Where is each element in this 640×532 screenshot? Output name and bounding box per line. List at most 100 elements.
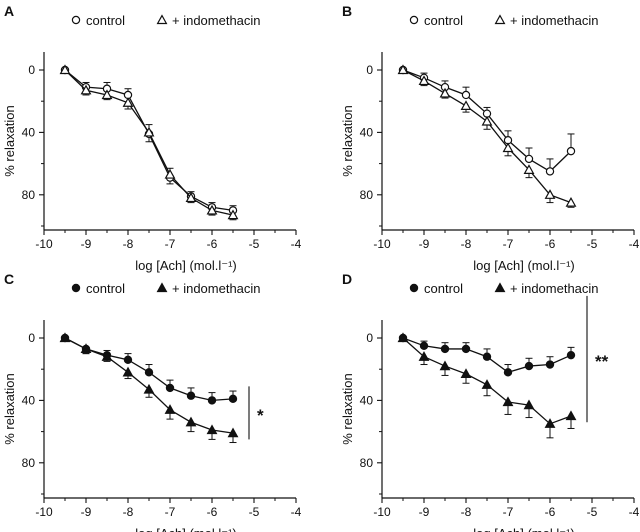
data-point xyxy=(544,189,556,199)
legend-marker xyxy=(409,15,419,25)
panel-label: D xyxy=(342,271,352,287)
y-axis-title: % relaxation xyxy=(340,373,355,445)
data-point xyxy=(164,168,176,179)
legend-marker xyxy=(71,15,81,25)
data-point xyxy=(59,64,71,75)
x-tick-label: -7 xyxy=(503,237,514,251)
x-tick-label: -6 xyxy=(207,237,218,251)
y-tick-label: 40 xyxy=(360,393,374,407)
x-tick-label: -10 xyxy=(373,505,391,519)
data-point xyxy=(502,142,514,153)
data-point xyxy=(566,350,576,360)
data-point xyxy=(101,89,113,100)
data-point xyxy=(164,404,176,414)
data-point xyxy=(59,332,71,343)
y-tick-label: 0 xyxy=(28,331,35,345)
x-axis-title: log [Ach] (mol.l⁻¹) xyxy=(135,258,237,273)
y-tick-label: 40 xyxy=(360,125,374,139)
data-point xyxy=(122,366,134,377)
x-tick-label: -4 xyxy=(629,505,640,519)
series-indomethacin xyxy=(397,64,577,208)
x-axis-title: log [Ach] (mol.l⁻¹) xyxy=(473,526,575,532)
series-indomethacin xyxy=(59,64,239,221)
data-point xyxy=(524,361,534,371)
y-tick-label: 0 xyxy=(366,63,373,77)
x-axis-title: log [Ach] (mol.l⁻¹) xyxy=(135,526,237,532)
x-tick-label: -10 xyxy=(373,237,391,251)
x-tick-label: -4 xyxy=(629,237,640,251)
series-indomethacin xyxy=(59,332,239,444)
x-tick-label: -8 xyxy=(123,237,134,251)
x-tick-label: -4 xyxy=(291,505,302,519)
data-point xyxy=(545,167,555,176)
x-tick-label: -9 xyxy=(81,237,92,251)
x-tick-label: -5 xyxy=(587,505,598,519)
legend-label: control xyxy=(86,281,125,296)
series-control xyxy=(398,333,576,377)
data-point xyxy=(206,424,218,435)
panel-label: B xyxy=(342,3,352,19)
x-tick-label: -4 xyxy=(291,237,302,251)
x-tick-label: -9 xyxy=(419,237,430,251)
x-tick-label: -7 xyxy=(503,505,514,519)
legend: control + indomethacin xyxy=(71,13,261,28)
data-point xyxy=(565,410,577,421)
legend-marker xyxy=(494,282,506,293)
data-point xyxy=(397,64,409,75)
y-tick-label: 0 xyxy=(366,331,373,345)
data-point xyxy=(418,75,430,86)
data-point xyxy=(502,396,514,407)
series-line xyxy=(402,69,572,204)
x-tick-label: -8 xyxy=(123,505,134,519)
data-point xyxy=(143,383,155,394)
data-point xyxy=(227,209,239,220)
legend-marker xyxy=(71,283,81,293)
data-point xyxy=(460,368,472,378)
data-point xyxy=(439,360,451,371)
legend-marker xyxy=(409,283,419,293)
data-point xyxy=(206,204,218,215)
legend-label: + indomethacin xyxy=(172,13,261,28)
data-point xyxy=(144,368,154,377)
x-tick-label: -9 xyxy=(419,505,430,519)
data-point xyxy=(503,368,513,377)
y-tick-label: 80 xyxy=(360,456,374,470)
data-point xyxy=(524,154,534,164)
x-tick-label: -6 xyxy=(207,505,218,519)
x-axis-title: log [Ach] (mol.l⁻¹) xyxy=(473,258,575,273)
x-tick-label: -6 xyxy=(545,237,556,251)
data-point xyxy=(123,355,133,365)
data-point xyxy=(80,343,92,354)
y-tick-label: 40 xyxy=(22,125,36,139)
legend-marker xyxy=(156,14,168,25)
data-point xyxy=(186,391,196,400)
data-point xyxy=(418,351,430,361)
data-point xyxy=(80,84,92,95)
y-tick-label: 0 xyxy=(28,63,35,77)
data-point xyxy=(122,97,134,107)
y-tick-label: 80 xyxy=(22,456,36,470)
x-tick-label: -10 xyxy=(35,237,53,251)
legend: control + indomethacin xyxy=(409,281,599,296)
data-point xyxy=(460,100,472,111)
y-axis-title: % relaxation xyxy=(340,105,355,177)
legend-label: + indomethacin xyxy=(172,281,261,296)
legend-label: + indomethacin xyxy=(510,281,599,296)
data-point xyxy=(397,332,409,343)
data-point xyxy=(440,344,450,354)
data-point xyxy=(545,360,555,369)
legend: control + indomethacin xyxy=(409,13,599,28)
data-point xyxy=(566,146,576,156)
x-tick-label: -7 xyxy=(165,237,176,251)
x-tick-label: -6 xyxy=(545,505,556,519)
y-axis-title: % relaxation xyxy=(2,373,17,445)
legend: control + indomethacin xyxy=(71,281,261,296)
legend-marker xyxy=(156,282,168,293)
x-tick-label: -5 xyxy=(249,237,260,251)
series-line xyxy=(64,69,234,216)
data-point xyxy=(461,344,471,354)
panel-label: A xyxy=(4,3,14,19)
